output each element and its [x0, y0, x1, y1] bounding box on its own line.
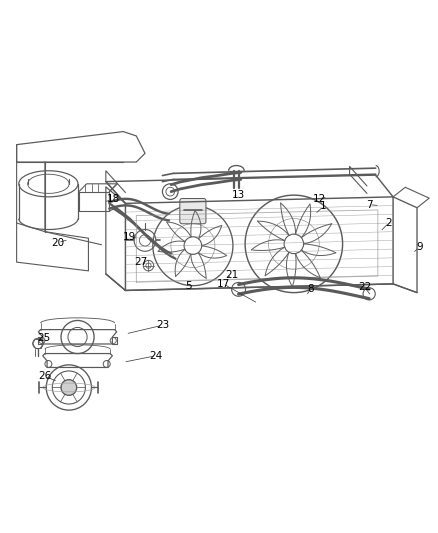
Text: 7: 7: [366, 200, 372, 209]
Text: 5: 5: [185, 281, 192, 291]
Text: 9: 9: [416, 242, 423, 252]
Text: 26: 26: [38, 371, 52, 381]
Text: 19: 19: [123, 232, 136, 242]
Text: 8: 8: [307, 284, 314, 294]
Text: 17: 17: [217, 279, 230, 289]
FancyBboxPatch shape: [180, 198, 206, 224]
Circle shape: [61, 379, 77, 395]
Text: 20: 20: [51, 238, 64, 247]
Text: 12: 12: [312, 194, 326, 204]
Text: 18: 18: [107, 194, 120, 204]
Text: 23: 23: [156, 320, 169, 330]
Text: 2: 2: [385, 218, 392, 228]
Text: 24: 24: [149, 351, 162, 361]
Text: 27: 27: [134, 257, 147, 267]
Text: 21: 21: [226, 270, 239, 280]
Text: 13: 13: [232, 190, 245, 200]
Text: 22: 22: [358, 282, 371, 293]
Text: 1: 1: [320, 201, 327, 212]
Text: 25: 25: [37, 333, 51, 343]
